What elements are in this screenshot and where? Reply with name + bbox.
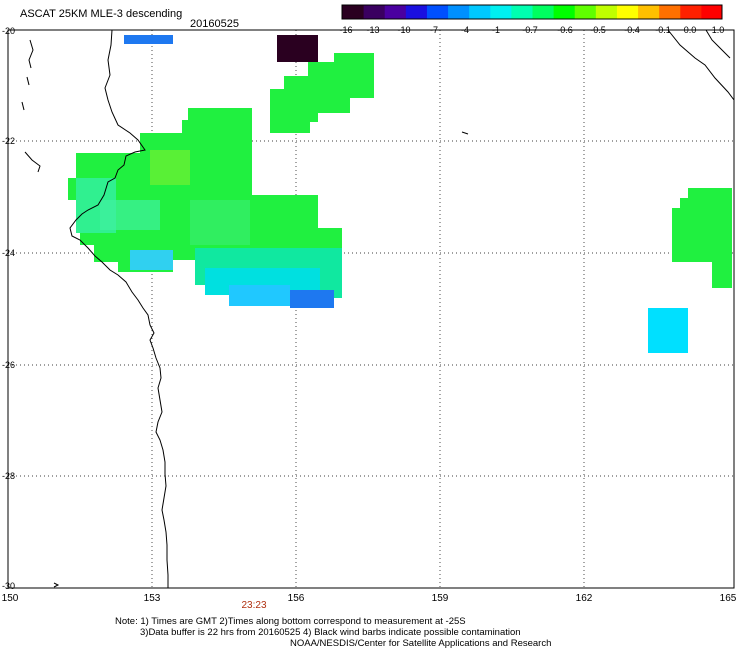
- lat-label: -28: [2, 471, 16, 481]
- colorbar-segment: [637, 5, 660, 19]
- colorbar-segment: [616, 5, 639, 19]
- gridlines: [8, 30, 734, 588]
- colorbar-segment: [468, 5, 491, 19]
- colorbar-segment: [658, 5, 681, 19]
- coastline: [21, 29, 735, 588]
- note-line-3: NOAA/NESDIS/Center for Satellite Applica…: [290, 638, 552, 649]
- colorbar-tick: -0.5: [590, 25, 606, 35]
- colorbar-tick: -16: [339, 25, 353, 35]
- colorbar-tick: -0.7: [522, 25, 538, 35]
- colorbar-tick: -13: [366, 25, 380, 35]
- lon-label: 159: [431, 593, 449, 604]
- wind-swath-east: [648, 188, 732, 353]
- time-label: 23:23: [241, 600, 267, 611]
- note-line-2: 3)Data buffer is 22 hrs from 20160525 4)…: [140, 627, 521, 638]
- colorbar-tick: 0.0: [683, 25, 697, 35]
- colorbar-segment: [384, 5, 406, 19]
- wind-swath-main: [68, 35, 342, 308]
- wind-swath-north: [270, 53, 374, 133]
- colorbar-segment: [700, 5, 723, 19]
- colorbar-segment: [447, 5, 470, 19]
- chart-date: 20160525: [190, 18, 239, 30]
- colorbar-tick: -0.1: [655, 25, 671, 35]
- lon-label: 165: [719, 593, 737, 604]
- colorbar-tick: -0.6: [557, 25, 573, 35]
- lat-label: -22: [2, 136, 16, 146]
- plot-frame: [7, 29, 735, 589]
- lon-label: 153: [143, 593, 161, 604]
- lat-label: -30: [2, 581, 16, 591]
- lon-label: 162: [575, 593, 593, 604]
- colorbar-tick: -10: [397, 25, 411, 35]
- lat-label: -26: [2, 360, 16, 370]
- colorbar-segment: [553, 5, 575, 19]
- lat-label: -20: [2, 26, 16, 36]
- colorbar-segment: [510, 5, 533, 19]
- colorbar-tick: 1.0: [711, 25, 725, 35]
- note-line-1: Note: 1) Times are GMT 2)Times along bot…: [115, 616, 466, 627]
- colorbar-segment: [426, 5, 449, 19]
- colorbar-tick: -0.4: [624, 25, 640, 35]
- colorbar-segment: [405, 5, 427, 19]
- colorbar-segment: [342, 5, 364, 19]
- colorbar-segment: [363, 5, 385, 19]
- colorbar-tick: -1: [491, 25, 501, 35]
- colorbar-tick: -4: [460, 25, 470, 35]
- colorbar-bar: [341, 4, 723, 20]
- chart-title: ASCAT 25KM MLE-3 descending: [20, 8, 183, 20]
- colorbar-tick: -7: [429, 25, 439, 35]
- lon-label: 150: [1, 593, 19, 604]
- colorbar-segment: [574, 5, 596, 19]
- colorbar-segment: [532, 5, 554, 19]
- colorbar-segment: [679, 5, 702, 19]
- lon-label: 156: [287, 593, 305, 604]
- lat-label: -24: [2, 248, 16, 258]
- colorbar-segment: [489, 5, 512, 19]
- colorbar-segment: [595, 5, 617, 19]
